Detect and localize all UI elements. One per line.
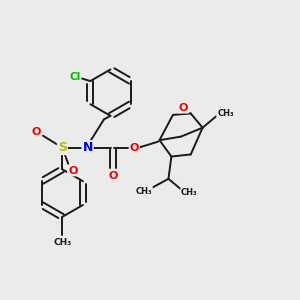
Text: S: S bbox=[58, 141, 67, 154]
Text: CH₃: CH₃ bbox=[181, 188, 197, 197]
Text: O: O bbox=[68, 166, 77, 176]
Text: O: O bbox=[178, 103, 188, 112]
Text: O: O bbox=[32, 127, 41, 137]
Text: CH₃: CH₃ bbox=[217, 109, 234, 118]
Text: CH₃: CH₃ bbox=[53, 238, 71, 247]
Text: O: O bbox=[109, 171, 118, 181]
Text: N: N bbox=[82, 141, 93, 154]
Text: O: O bbox=[130, 142, 139, 153]
Text: Cl: Cl bbox=[69, 72, 81, 82]
Text: CH₃: CH₃ bbox=[135, 187, 152, 196]
